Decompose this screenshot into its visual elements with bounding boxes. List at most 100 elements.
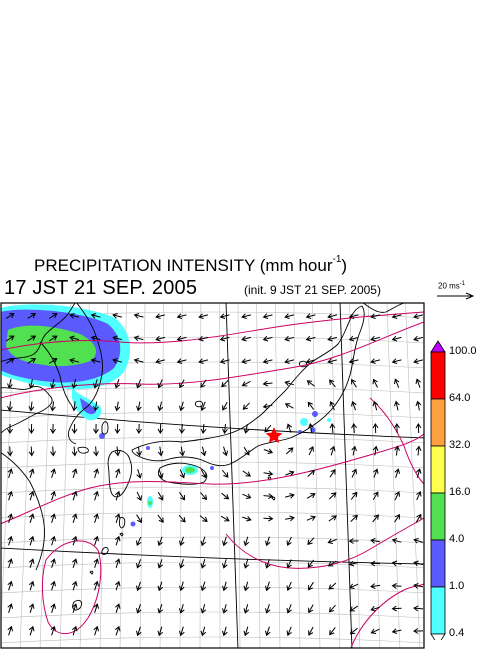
wind-arrow [286, 559, 292, 569]
wind-arrow [50, 625, 56, 636]
wind-arrow [286, 423, 293, 433]
wind-arrow [306, 515, 316, 521]
wind-arrow [71, 423, 78, 434]
wind-arrow [157, 514, 164, 523]
grid-meridian [330, 303, 341, 648]
wind-arrow [329, 445, 336, 456]
wind-arrow [114, 401, 121, 412]
wind-arrow [93, 625, 99, 636]
wind-arrow [264, 424, 272, 433]
wind-arrow [394, 378, 400, 388]
wind-arrow [391, 313, 402, 319]
wind-arrow [370, 583, 381, 589]
wind-arrow [71, 468, 78, 478]
wind-arrow [328, 492, 337, 500]
wind-arrow [27, 358, 37, 364]
wind-arrow [413, 335, 424, 342]
valid-time: 17 JST 21 SEP. 2005 [4, 277, 198, 299]
wind-arrow [372, 445, 379, 456]
rain-cell-shikoku-core [185, 467, 195, 473]
wind-arrow [93, 490, 99, 501]
wind-arrow [262, 380, 273, 387]
wind-arrow [7, 558, 13, 568]
wind-arrow [413, 538, 423, 544]
wind-arrow [90, 358, 101, 364]
wind-arrow [50, 603, 56, 613]
coast-shandong [1, 385, 53, 434]
wind-arrow [285, 515, 295, 522]
wind-arrow [222, 423, 228, 434]
wind-arrow [179, 559, 185, 569]
coast-asia-mainland [1, 303, 76, 363]
wind-arrow [5, 313, 15, 319]
wind-arrow [416, 491, 422, 501]
grid-parallel [1, 536, 424, 544]
wind-arrow [415, 468, 422, 478]
wind-arrow [179, 446, 185, 457]
wind-arrow [242, 402, 251, 410]
wind-arrow [391, 358, 402, 364]
wind-arrow [93, 468, 99, 478]
wind-arrow [241, 380, 251, 387]
wind-arrow [391, 583, 402, 589]
colorbar-segments [430, 340, 446, 640]
wind-arrow [198, 313, 209, 319]
wind-arrow [243, 604, 250, 614]
island-jeju [77, 446, 89, 454]
grid-meridian [256, 303, 261, 648]
colorbar-segment [430, 539, 446, 588]
wind-scale-arrow [437, 292, 475, 300]
wind-arrow [50, 423, 56, 434]
wind-arrow [351, 378, 357, 388]
wind-arrow [69, 358, 80, 364]
wind-arrow [198, 358, 209, 364]
wind-arrow [50, 580, 56, 591]
grid-meridian [139, 303, 146, 648]
wind-arrow [370, 538, 380, 544]
map-frame [0, 302, 425, 649]
wind-arrow [348, 358, 359, 364]
wind-arrow [219, 335, 230, 342]
title-text: PRECIPITATION INTENSITY (mm hour [34, 256, 333, 275]
wind-arrow [329, 423, 336, 434]
wind-arrow [28, 423, 35, 434]
wind-arrow [136, 604, 142, 614]
wind-arrow [285, 470, 295, 476]
wind-arrow [327, 560, 337, 567]
wind-arrow [328, 604, 336, 613]
wind-arrow [114, 513, 121, 523]
wind-arrow [200, 536, 207, 547]
wind-arrow [50, 468, 56, 478]
wind-arrow [71, 513, 78, 523]
wind-arrow [136, 469, 142, 479]
wind-arrow [136, 514, 142, 524]
colorbar-segment [430, 586, 446, 635]
grid-parallel [1, 386, 424, 394]
wind-arrow [328, 379, 336, 388]
wind-arrow [265, 604, 271, 614]
island-izu [267, 476, 276, 501]
wind-arrow [28, 535, 35, 546]
wind-arrow [305, 358, 316, 364]
wind-arrow [222, 581, 228, 592]
wind-arrow [262, 358, 273, 364]
wind-arrow [413, 313, 424, 319]
wind-arrow [71, 580, 78, 591]
wind-arrow [71, 558, 78, 568]
wind-arrow [308, 581, 314, 591]
wind-arrow [178, 514, 186, 523]
wind-arrow [284, 358, 295, 364]
wind-arrow [136, 581, 142, 592]
wind-arrow [136, 423, 142, 434]
graticule-meridian [339, 303, 353, 648]
wind-arrow [242, 515, 252, 522]
colorbar-under-arrow [430, 633, 446, 640]
wind-arrow [394, 514, 401, 523]
wind-arrow [413, 560, 424, 567]
wind-arrow [27, 335, 37, 342]
wind-arrow [71, 603, 78, 613]
wind-arrow [243, 536, 250, 547]
wind-arrow [243, 626, 250, 637]
wind-arrow [373, 468, 379, 478]
grid-parallel [1, 561, 424, 569]
